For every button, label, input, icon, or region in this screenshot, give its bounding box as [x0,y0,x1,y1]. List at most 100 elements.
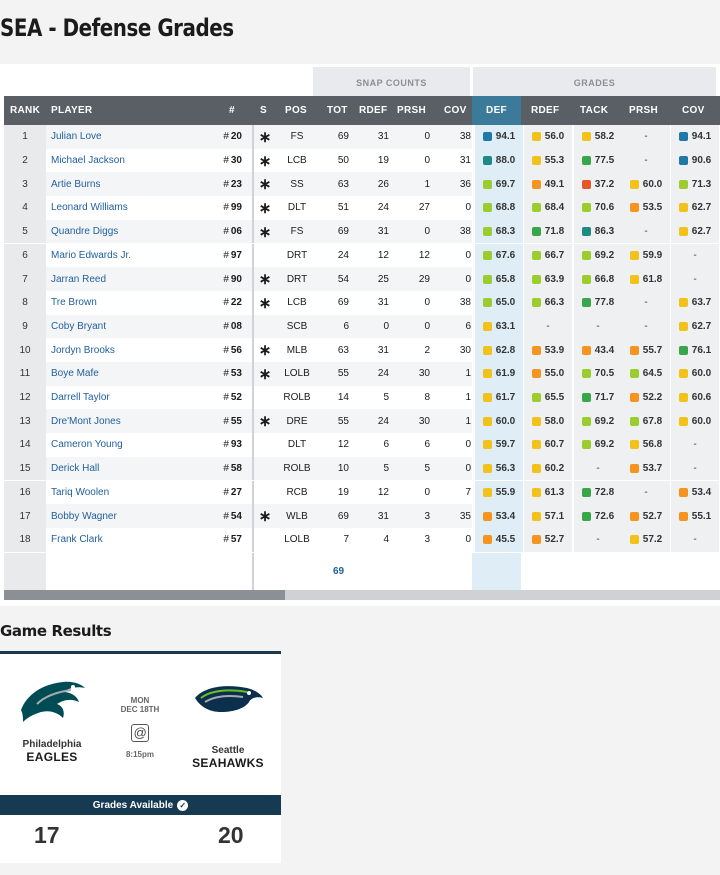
col-rdef-grade[interactable]: RDEF [531,105,560,116]
position-cell: DRT [286,249,308,261]
grade-color-swatch [678,298,688,308]
snaps-cov: 30 [459,344,471,356]
grade-tack-cell: - [574,314,622,339]
table-row[interactable]: 8 Tre Brown #22 ∗ LCB 69 31 0 38 65.0 66.3 77.8 - 63.… [4,290,720,315]
player-name-link[interactable]: Boye Mafe [51,368,99,380]
player-name-link[interactable]: Quandre Diggs [51,226,119,238]
table-row[interactable]: 2 Michael Jackson #30 ∗ LCB 50 19 0 31 88.0 55.3 77… [4,148,720,173]
col-rdef[interactable]: RDEF [359,105,388,116]
grade-value: 69.2 [594,415,615,427]
player-name-link[interactable]: Derick Hall [51,463,100,475]
jersey-value: 93 [230,439,242,451]
table-row[interactable]: 1 Julian Love #20 ∗ FS 69 31 0 38 94.1 56.0 58.2 - 94… [4,125,720,149]
grade-color-swatch [531,227,541,237]
grade-value: - [596,534,600,546]
grade-color-swatch [531,464,541,474]
col-player[interactable]: PLAYER [51,105,93,116]
jersey-prefix: # [223,320,229,332]
table-row[interactable]: 3 Artie Burns #23 ∗ SS 63 26 1 36 69.7 49.1 37.2 60.… [4,172,720,197]
grade-tack-cell: - [574,456,622,481]
snaps-prsh: 1 [424,178,430,190]
jersey-value: 54 [230,510,242,522]
player-name-link[interactable]: Cameron Young [51,439,123,451]
player-name-link[interactable]: Tariq Woolen [51,486,110,498]
col-prsh-grade[interactable]: PRSH [629,105,658,116]
col-rank[interactable]: RANK [10,105,41,116]
player-name-link[interactable]: Dre'Mont Jones [51,415,121,427]
player-name-link[interactable]: Darrell Taylor [51,392,110,404]
grades-available-label: Grades Available [92,799,174,811]
grade-cov-cell: - [671,433,719,457]
player-name-link[interactable]: Mario Edwards Jr. [51,249,132,261]
table-row[interactable]: 16 Tariq Woolen #27 RCB 19 12 0 7 55.9 61.3 72.8 - 5… [4,480,720,505]
player-name-link[interactable]: Coby Bryant [51,320,107,332]
grade-cov-cell: 55.1 [671,504,719,528]
table-row[interactable]: 7 Jarran Reed #90 ∗ DRT 54 25 29 0 65.8 63.9 66.8 61… [4,267,720,291]
player-name-link[interactable]: Artie Burns [51,178,101,190]
jersey-prefix: # [223,463,229,475]
grades-available-bar[interactable]: Grades Available ✓ [0,795,281,815]
player-name-link[interactable]: Tre Brown [51,297,97,309]
snaps-prsh: 5 [424,463,430,475]
player-name-link[interactable]: Michael Jackson [51,155,125,167]
table-row[interactable]: 4 Leonard Williams #99 ∗ DLT 51 24 27 0 68.8 68.4 7… [4,196,720,220]
table-row[interactable]: 13 Dre'Mont Jones #55 ∗ DRE 55 24 30 1 60.0 58.0 69… [4,409,720,434]
grade-value: 55.0 [544,368,565,380]
grade-value: 63.7 [691,297,712,309]
player-name-link[interactable]: Bobby Wagner [51,510,117,522]
table-row[interactable]: 6 Mario Edwards Jr. #97 DRT 24 12 12 0 67.6 66.7 6… [4,243,720,268]
grade-color-swatch [581,203,591,213]
game-card[interactable]: Philadelphia EAGLES MON DEC 18TH @ 8:15p… [0,651,281,863]
home-team[interactable]: Seattle SEAHAWKS [178,682,278,770]
snaps-total: 12 [337,439,349,451]
table-row[interactable]: 17 Bobby Wagner #54 ∗ WLB 69 31 3 35 53.4 57.1 72.6… [4,504,720,528]
jersey-number: #06 [214,220,242,244]
snaps-prsh: 30 [418,415,430,427]
rank-cell: 14 [4,433,46,457]
col-cov-grade[interactable]: COV [682,105,705,116]
starter-icon: ∗ [258,152,272,170]
col-tot[interactable]: TOT [327,105,348,116]
player-name-link[interactable]: Frank Clark [51,534,103,546]
table-row[interactable]: 12 Darrell Taylor #52 ROLB 14 5 8 1 61.7 65.5 71.7… [4,385,720,410]
jersey-value: 08 [230,320,242,332]
player-name-link[interactable]: Leonard Williams [51,202,128,214]
grade-prsh-cell: - [622,219,670,244]
grade-prsh-cell: 59.9 [622,243,670,268]
table-row[interactable]: 9 Coby Bryant #08 SCB 6 0 0 6 63.1 - - - 62.7 [4,314,720,339]
col-jersey[interactable]: # [229,105,235,116]
snaps-total: 7 [343,534,349,546]
grade-cov-cell: 62.7 [671,196,719,220]
col-prsh[interactable]: PRSH [397,105,426,116]
grade-value: 60.2 [544,463,565,475]
snaps-cov: 31 [459,155,471,167]
snaps-cov: 0 [465,249,471,261]
horizontal-scrollbar[interactable] [4,590,720,600]
grade-color-swatch [482,345,492,355]
player-name-link[interactable]: Jordyn Brooks [51,344,115,356]
table-row[interactable]: 11 Boye Mafe #53 ∗ LOLB 55 24 30 1 61.9 55.0 70.5 64… [4,362,720,386]
player-name-link[interactable]: Jarran Reed [51,273,107,285]
grade-value: 43.4 [594,344,615,356]
grade-def-cell: 56.3 [475,456,523,481]
table-row[interactable]: 10 Jordyn Brooks #56 ∗ MLB 63 31 2 30 62.8 53.9 43.… [4,338,720,362]
scrollbar-thumb[interactable] [4,590,285,600]
table-row[interactable]: 14 Cameron Young #93 DLT 12 6 6 0 59.7 60.7 69.2 56… [4,433,720,457]
table-row[interactable]: 18 Frank Clark #57 LOLB 7 4 3 0 45.5 52.7 - 57.2 - [4,527,720,552]
table-row[interactable]: 15 Derick Hall #58 ROLB 10 5 5 0 56.3 60.2 - 53.7 - [4,456,720,481]
grade-value: 77.8 [594,297,615,309]
snaps-prsh: 0 [424,226,430,238]
col-def-grade[interactable]: DEF [472,96,521,125]
col-cov[interactable]: COV [444,105,467,116]
table-row[interactable]: 5 Quandre Diggs #06 ∗ FS 69 31 0 38 68.3 71.8 86.3 -… [4,219,720,244]
grade-cov-cell: 60.0 [671,362,719,386]
jersey-prefix: # [223,368,229,380]
col-tack-grade[interactable]: TACK [580,105,609,116]
away-team[interactable]: Philadelphia EAGLES [2,674,102,764]
grade-tack-cell: 86.3 [574,219,622,244]
col-pos[interactable]: POS [285,105,308,116]
col-starter[interactable]: S [260,105,267,116]
grade-color-swatch [482,511,492,521]
player-name-link[interactable]: Julian Love [51,131,102,143]
grade-def-cell: 61.9 [475,362,523,386]
